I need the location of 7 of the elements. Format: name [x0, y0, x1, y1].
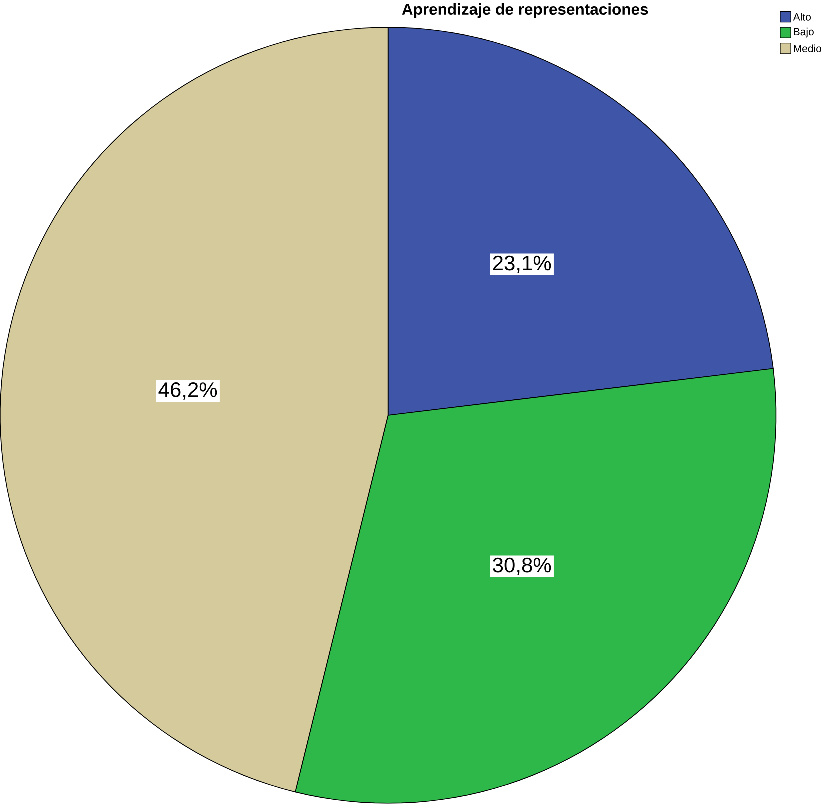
legend-label: Medio: [794, 44, 822, 53]
data-label: 23,1%: [493, 256, 552, 274]
data-label: 46,2%: [158, 382, 218, 400]
chart-title: Aprendizaje de representaciones: [402, 4, 648, 18]
legend-label: Bajo: [794, 28, 814, 38]
legend-label: Alto: [793, 13, 812, 21]
data-label: 30,8%: [493, 558, 552, 576]
